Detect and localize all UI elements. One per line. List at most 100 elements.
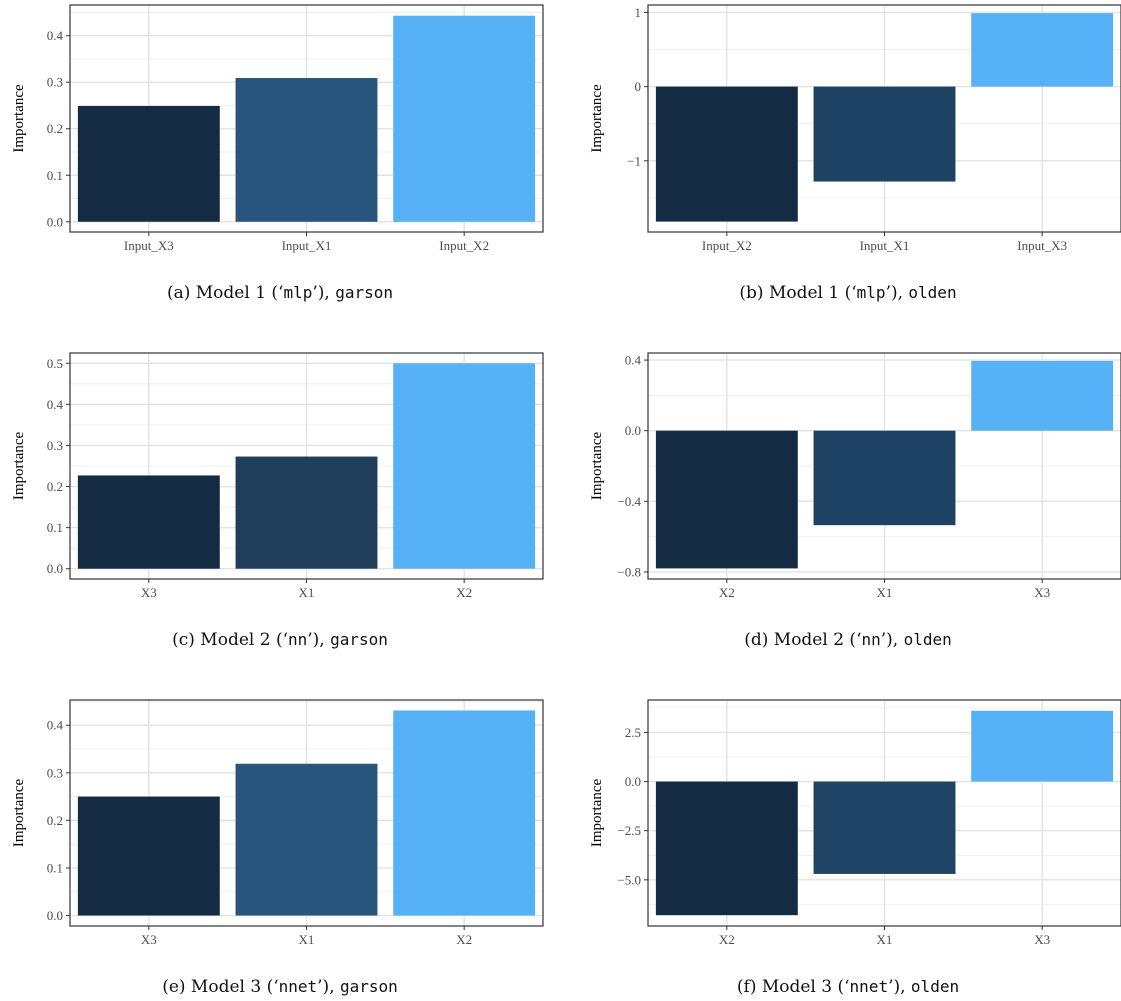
caption-model-code: nnet: [849, 977, 889, 996]
bar-X3: [77, 475, 220, 569]
y-tick-label: 0.0: [47, 908, 63, 923]
y-tick-label: −1: [627, 153, 641, 168]
caption-separator: ’),: [885, 283, 909, 303]
x-tick-label: X1: [877, 585, 893, 600]
y-tick-label: 0.3: [47, 438, 63, 453]
x-tick-label: Input_X2: [702, 238, 752, 253]
x-tick-label: X2: [456, 932, 472, 947]
caption-method: olden: [903, 630, 952, 649]
bar-X3: [971, 360, 1114, 431]
chart-svg: −1 0 1 Input_X2 Input_X1 Input_X3 Importance: [589, 4, 1121, 253]
caption-separator: ’),: [307, 630, 331, 650]
x-tick-label: Input_X3: [124, 238, 174, 253]
y-axis-title: Importance: [11, 432, 27, 501]
x-tick-label: X1: [299, 932, 315, 947]
y-axis-title: Importance: [589, 779, 605, 848]
y-axis-title: Importance: [589, 84, 605, 153]
chart-svg: −5.0 −2.5 0.0 2.5 X2 X1 X3 Importance: [589, 699, 1121, 947]
subfigure-caption: (b) Model 1 (‘mlp’), olden: [575, 283, 1121, 303]
caption-separator: ’),: [317, 977, 340, 997]
y-axis-title: Importance: [11, 779, 27, 848]
x-tick-label: X1: [299, 585, 315, 600]
y-tick-label: 1: [635, 5, 642, 20]
bar-Input_X2: [393, 15, 536, 222]
y-axis-title: Importance: [589, 432, 605, 501]
chart-svg: 0.0 0.1 0.2 0.3 0.4 X3 X1 X2 Importance: [11, 699, 544, 947]
subfigure-caption: (c) Model 2 (‘nn’), garson: [0, 630, 560, 650]
chart-svg: 0.0 0.1 0.2 0.3 0.4 Input_X3 Input_X1 Input_X2 I…: [11, 4, 544, 253]
caption-method: olden: [910, 977, 960, 996]
subfigure-caption: (e) Model 3 (‘nnet’), garson: [0, 977, 560, 997]
caption-separator: ’),: [880, 630, 904, 650]
x-tick-label: X3: [1034, 585, 1050, 600]
x-tick-label: X3: [1034, 932, 1050, 947]
caption-model-code: nnet: [278, 977, 318, 996]
x-tick-label: Input_X3: [1017, 238, 1067, 253]
y-tick-label: 0.4: [47, 718, 64, 733]
y-tick-label: 0.3: [47, 765, 63, 780]
caption-method: garson: [335, 283, 394, 302]
caption-model-code: mlp: [283, 283, 313, 302]
bar-X1: [813, 430, 956, 526]
bar-X1: [235, 763, 378, 916]
subfigure-caption: (d) Model 2 (‘nn’), olden: [575, 630, 1121, 650]
y-tick-label: 0.4: [47, 397, 64, 412]
bar-X2: [393, 363, 536, 569]
chart-svg: 0.0 0.1 0.2 0.3 0.4 0.5 X3 X1 X2 Importance: [11, 352, 544, 600]
y-tick-label: 0.0: [47, 561, 63, 576]
y-tick-label: 0.0: [625, 774, 641, 789]
y-tick-label: 0.0: [625, 423, 641, 438]
caption-separator: ’),: [312, 283, 336, 303]
y-tick-label: 0.2: [47, 121, 63, 136]
caption-method: olden: [908, 283, 957, 302]
bar-Input_X1: [813, 86, 956, 182]
y-tick-label: −0.8: [617, 564, 641, 579]
y-tick-label: 0.3: [47, 75, 63, 90]
y-tick-label: 0.1: [47, 520, 63, 535]
x-tick-label: Input_X1: [860, 238, 910, 253]
y-axis-title: Importance: [11, 84, 27, 153]
y-tick-label: 0.1: [47, 860, 63, 875]
bar-X3: [77, 796, 220, 916]
y-tick-label: 0.2: [47, 479, 63, 494]
x-tick-label: X3: [141, 585, 157, 600]
caption-separator: ’),: [888, 977, 911, 997]
caption-prefix: (d) Model 2 (‘: [744, 630, 862, 650]
chart-panel-2: 0.0 0.1 0.2 0.3 0.4 0.5 X3 X1 X2 Importance: [0, 345, 560, 612]
y-tick-label: 0.1: [47, 168, 63, 183]
bar-Input_X3: [971, 13, 1114, 87]
x-tick-label: X2: [719, 585, 735, 600]
chart-panel-3: −0.8 −0.4 0.0 0.4 X2 X1 X3 Importance: [575, 345, 1121, 612]
chart-panel-5: −5.0 −2.5 0.0 2.5 X2 X1 X3 Importance: [575, 692, 1121, 960]
caption-model-code: mlp: [856, 283, 886, 302]
x-tick-label: Input_X2: [439, 238, 489, 253]
y-tick-label: 0.2: [47, 813, 63, 828]
y-tick-label: −5.0: [617, 872, 641, 887]
x-tick-label: X3: [141, 932, 157, 947]
bar-Input_X2: [655, 86, 798, 222]
caption-model-code: nn: [861, 630, 881, 649]
bar-X2: [393, 710, 536, 916]
caption-model-code: nn: [287, 630, 308, 649]
x-tick-label: Input_X1: [282, 238, 332, 253]
bar-Input_X1: [235, 78, 378, 222]
caption-method: garson: [330, 630, 388, 649]
x-tick-label: X2: [456, 585, 472, 600]
bar-X3: [971, 710, 1114, 782]
caption-method: garson: [340, 977, 398, 996]
bar-X1: [235, 456, 378, 569]
chart-panel-0: 0.0 0.1 0.2 0.3 0.4 Input_X3 Input_X1 Input_X2 I…: [0, 0, 560, 262]
bar-X2: [655, 781, 798, 916]
y-tick-label: −0.4: [617, 494, 641, 509]
subfigure-caption: (f) Model 3 (‘nnet’), olden: [575, 977, 1121, 997]
caption-prefix: (e) Model 3 (‘: [162, 977, 279, 997]
caption-prefix: (f) Model 3 (‘: [736, 977, 850, 997]
chart-panel-1: −1 0 1 Input_X2 Input_X1 Input_X3 Importance: [575, 0, 1121, 262]
y-tick-label: 0.4: [47, 28, 64, 43]
bar-X2: [655, 430, 798, 569]
bar-Input_X3: [77, 105, 220, 222]
caption-prefix: (c) Model 2 (‘: [172, 630, 288, 650]
y-tick-label: 0.5: [47, 356, 63, 371]
caption-prefix: (b) Model 1 (‘: [739, 283, 857, 303]
y-tick-label: 0: [635, 79, 642, 94]
